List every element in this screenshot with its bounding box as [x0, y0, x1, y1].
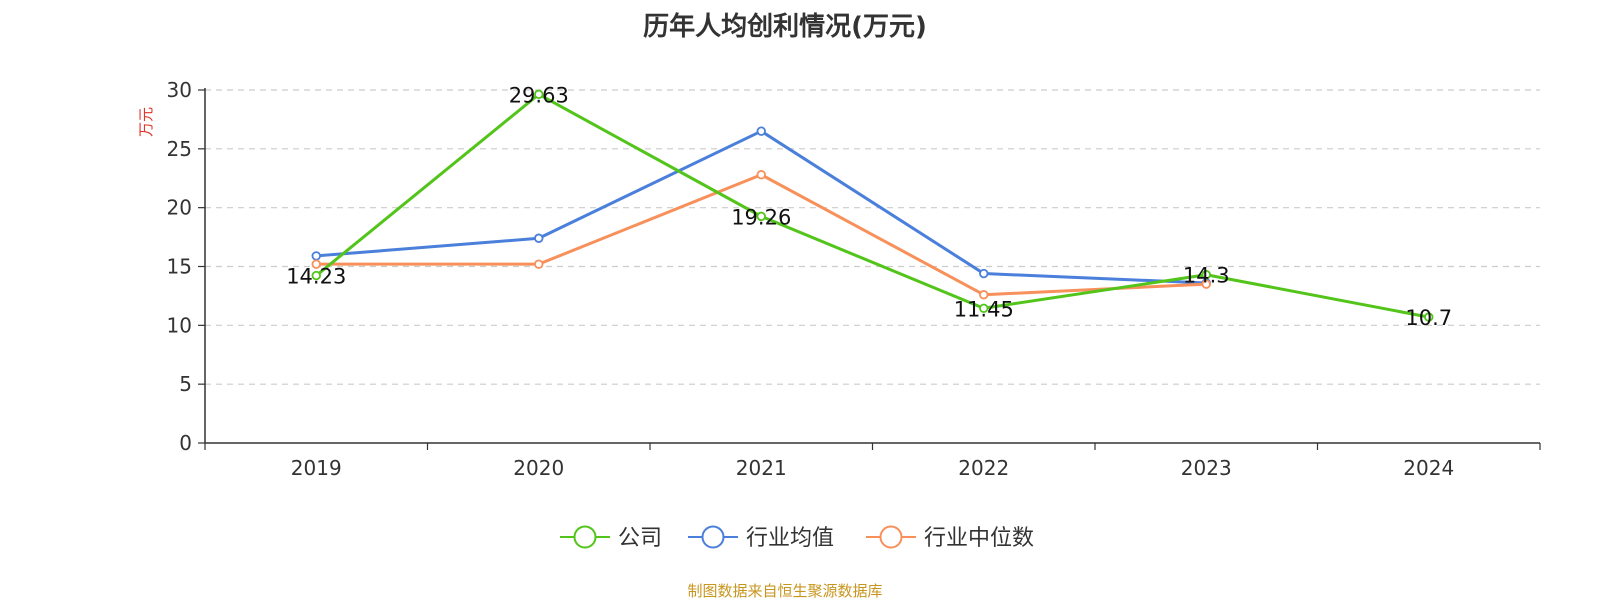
- data-point: [979, 268, 989, 279]
- legend-item: 行业中位数: [866, 525, 1034, 551]
- data-point: [534, 233, 544, 243]
- data-point: [756, 211, 766, 222]
- data-source-note: 制图数据来自恒生聚源数据库: [687, 582, 883, 600]
- x-tick-label: 2023: [1181, 456, 1232, 480]
- data-label: 19.26: [731, 205, 791, 229]
- legend-item: 行业均值: [688, 525, 834, 551]
- data-point: [1201, 270, 1211, 280]
- legend-label: 行业均值: [746, 526, 834, 551]
- x-tick-label: 2019: [291, 456, 342, 480]
- series-lines: [311, 89, 1434, 322]
- y-tick-label: 5: [179, 372, 192, 396]
- data-point: [534, 259, 544, 269]
- axes: 0 5 10 15 20 25 30 2019 2020 2021 2022 2023 2024 万元: [137, 78, 1541, 480]
- data-label: 14.3: [1183, 264, 1230, 288]
- legend: 公司 行业均值 行业中位数: [560, 525, 1034, 551]
- data-point: [1201, 279, 1211, 289]
- y-axis-label: 万元: [137, 107, 155, 137]
- x-tick-label: 2022: [958, 456, 1009, 480]
- data-point: [311, 251, 321, 261]
- data-point: [979, 290, 989, 300]
- legend-marker: [879, 525, 903, 549]
- legend-marker: [573, 525, 597, 549]
- legend-item: 公司: [560, 525, 662, 551]
- legend-marker: [701, 525, 725, 549]
- data-point: [756, 126, 766, 136]
- data-label: 14.23: [286, 265, 346, 289]
- y-tick-label: 25: [167, 137, 192, 161]
- grid-lines: [205, 89, 1540, 385]
- y-tick-label: 0: [179, 431, 192, 455]
- data-point: [756, 170, 766, 180]
- y-tick-label: 30: [167, 78, 192, 102]
- data-point: [311, 259, 321, 269]
- data-point: [979, 303, 989, 313]
- y-tick-label: 15: [167, 255, 192, 279]
- x-tick-label: 2024: [1403, 456, 1454, 480]
- chart-title: 历年人均创利情况(万元): [643, 12, 927, 42]
- y-tick-label: 10: [167, 313, 192, 337]
- y-tick-label: 20: [167, 196, 192, 220]
- data-label: 11.45: [954, 297, 1014, 321]
- legend-label: 行业中位数: [924, 526, 1034, 551]
- series-line-0: [315, 92, 1430, 319]
- x-tick-label: 2021: [736, 456, 787, 480]
- data-label: 10.7: [1405, 306, 1452, 330]
- x-tick-label: 2020: [513, 456, 564, 480]
- data-label: 29.63: [509, 83, 569, 107]
- data-labels: 14.23 29.63 19.26 11.45 14.3 10.7: [286, 83, 1452, 330]
- legend-label: 公司: [618, 526, 662, 551]
- data-point: [311, 270, 321, 281]
- data-point: [1424, 312, 1434, 322]
- data-point: [534, 89, 544, 100]
